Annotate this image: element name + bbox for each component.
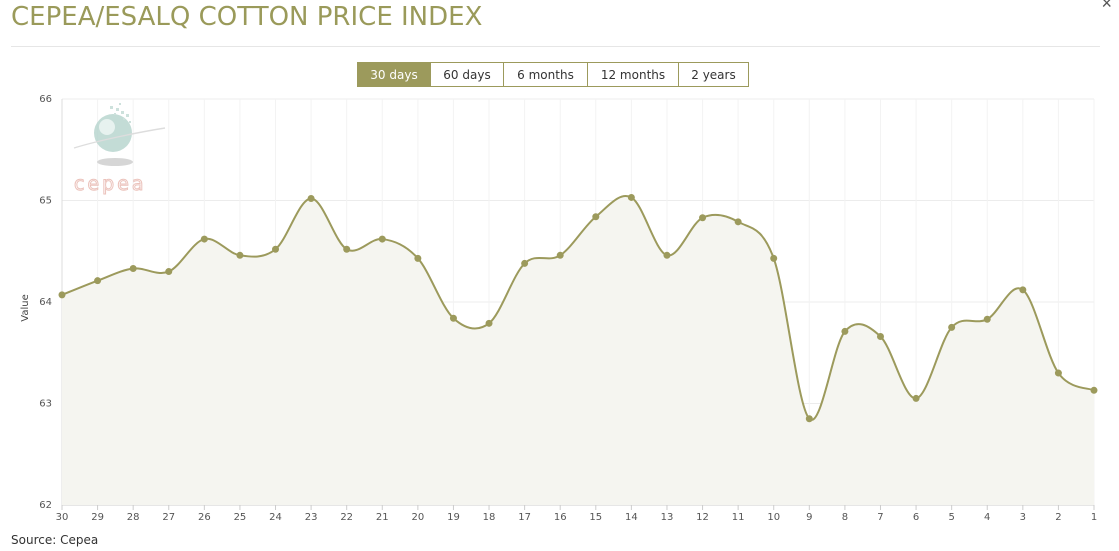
x-tick-label: 19 [447,512,460,523]
data-point-19[interactable] [449,314,457,322]
data-point-29[interactable] [94,277,102,285]
x-tick-label: 28 [127,512,140,523]
data-point-14[interactable] [627,193,635,201]
x-tick-label: 25 [234,512,247,523]
range-selector: 30 days 60 days 6 months 12 months 2 yea… [357,62,749,87]
data-point-5[interactable] [948,323,956,331]
data-point-18[interactable] [485,319,493,327]
y-tick-label: 65 [39,196,52,207]
x-tick-label: 26 [198,512,211,523]
page-title: CEPEA/ESALQ COTTON PRICE INDEX [11,2,483,32]
logo-shadow [97,158,133,166]
x-tick-label: 8 [842,512,848,523]
data-point-13[interactable] [663,251,671,259]
data-point-23[interactable] [307,194,315,202]
data-point-9[interactable] [805,415,813,423]
data-point-7[interactable] [876,333,884,341]
data-point-15[interactable] [592,213,600,221]
y-axis-ticks: 62 63 64 65 66 [39,94,52,511]
data-point-1[interactable] [1090,386,1098,394]
data-points [58,193,1098,423]
logo-dots [110,103,131,123]
x-tick-label: 10 [767,512,780,523]
price-area [62,195,1094,505]
x-tick-label: 24 [269,512,282,523]
y-tick-label: 62 [39,500,52,511]
source-note: Source: Cepea [11,533,99,547]
data-point-10[interactable] [770,254,778,262]
y-tick-label: 64 [39,297,52,308]
data-point-22[interactable] [343,245,351,253]
title-divider [11,46,1100,47]
range-button-30-days[interactable]: 30 days [357,62,431,87]
data-point-8[interactable] [841,327,849,335]
x-tick-label: 11 [732,512,745,523]
data-point-4[interactable] [983,315,991,323]
data-point-30[interactable] [58,291,66,299]
x-tick-label: 16 [554,512,567,523]
data-point-28[interactable] [129,265,137,273]
data-point-11[interactable] [734,218,742,226]
x-tick-label: 1 [1091,512,1097,523]
range-button-2-years[interactable]: 2 years [679,62,749,87]
close-icon[interactable]: × [1101,0,1112,13]
y-tick-label: 66 [39,94,52,105]
x-tick-label: 22 [340,512,353,523]
x-tick-label: 15 [589,512,602,523]
x-tick-label: 3 [1020,512,1026,523]
globe-highlight [99,119,115,135]
data-point-20[interactable] [414,254,422,262]
x-tick-label: 29 [91,512,104,523]
data-point-25[interactable] [236,251,244,259]
cepea-logo: cepea [73,103,166,196]
x-tick-label: 14 [625,512,638,523]
data-point-24[interactable] [272,245,280,253]
data-point-16[interactable] [556,251,564,259]
globe-icon [94,114,132,152]
x-tick-label: 7 [877,512,883,523]
x-tick-label: 4 [984,512,990,523]
range-button-6-months[interactable]: 6 months [504,62,588,87]
x-tick-label: 12 [696,512,709,523]
data-point-6[interactable] [912,394,920,402]
data-point-26[interactable] [200,235,208,243]
x-tick-label: 27 [162,512,175,523]
x-tick-label: 17 [518,512,531,523]
x-tick-label: 5 [948,512,954,523]
x-tick-label: 2 [1055,512,1061,523]
x-tick-label: 18 [483,512,496,523]
data-point-12[interactable] [699,214,707,222]
x-tick-label: 21 [376,512,389,523]
x-tick-label: 30 [56,512,69,523]
x-tick-label: 6 [913,512,919,523]
range-button-60-days[interactable]: 60 days [431,62,504,87]
data-point-27[interactable] [165,268,173,276]
logo-text: cepea [74,173,147,195]
data-point-3[interactable] [1019,286,1027,294]
x-axis-ticks: 30 29 28 27 26 25 24 23 22 21 20 19 18 17 16 15 14 13 12 11… [56,505,1097,523]
data-point-21[interactable] [378,235,386,243]
y-axis-label: Value [20,294,31,321]
logo-orbit [73,127,166,149]
range-button-12-months[interactable]: 12 months [588,62,679,87]
x-tick-label: 13 [661,512,674,523]
y-tick-label: 63 [39,399,52,410]
x-tick-label: 20 [411,512,424,523]
data-point-17[interactable] [521,259,529,267]
data-point-2[interactable] [1054,369,1062,377]
x-tick-label: 9 [806,512,812,523]
x-tick-label: 23 [305,512,318,523]
